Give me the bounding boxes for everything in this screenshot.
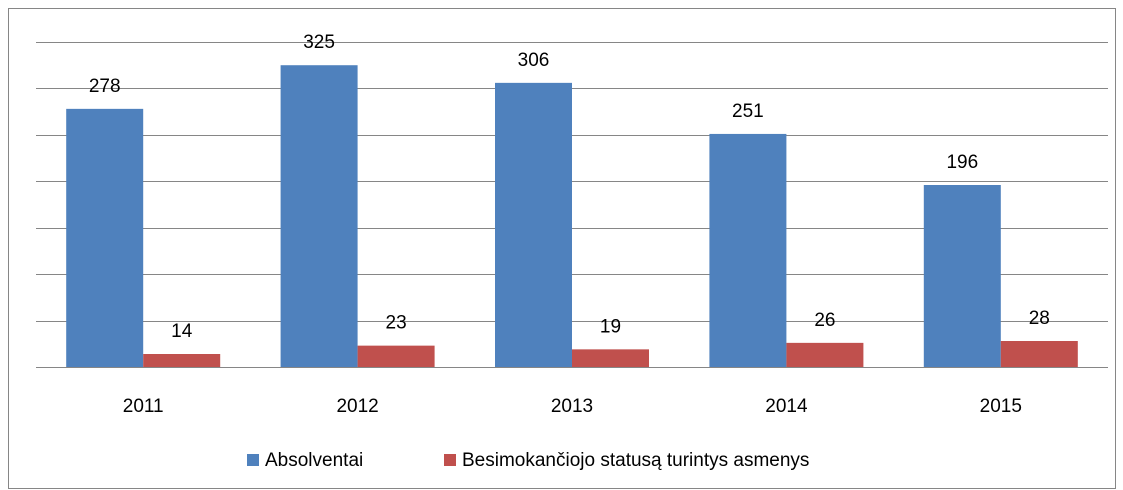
value-label: 26 (814, 310, 835, 331)
bar (572, 349, 649, 367)
x-tick-label: 2015 (980, 396, 1022, 417)
legend-swatch (444, 454, 456, 466)
value-label: 28 (1029, 308, 1050, 329)
value-label: 19 (600, 316, 621, 337)
value-label: 278 (89, 76, 121, 97)
bar (923, 185, 1001, 367)
legend-label: Absolventai (265, 450, 363, 471)
x-tick-label: 2014 (765, 396, 808, 417)
bar (1000, 341, 1078, 367)
value-label: 196 (946, 152, 978, 173)
bar (143, 354, 221, 367)
bar (786, 342, 864, 367)
bar (709, 133, 787, 367)
bar (280, 65, 358, 367)
bar (66, 108, 144, 367)
value-label: 14 (171, 321, 193, 342)
bar (495, 82, 572, 367)
value-label: 23 (386, 313, 407, 334)
x-tick-label: 2013 (551, 396, 593, 417)
legend-swatch (247, 454, 259, 466)
legend-label: Besimokančiojo statusą turintys asmenys (462, 450, 809, 471)
bar (357, 345, 435, 367)
value-label: 325 (303, 32, 335, 53)
x-tick-label: 2012 (336, 396, 378, 417)
value-label: 251 (732, 101, 764, 122)
value-label: 306 (518, 50, 550, 71)
x-tick-label: 2011 (123, 396, 164, 417)
